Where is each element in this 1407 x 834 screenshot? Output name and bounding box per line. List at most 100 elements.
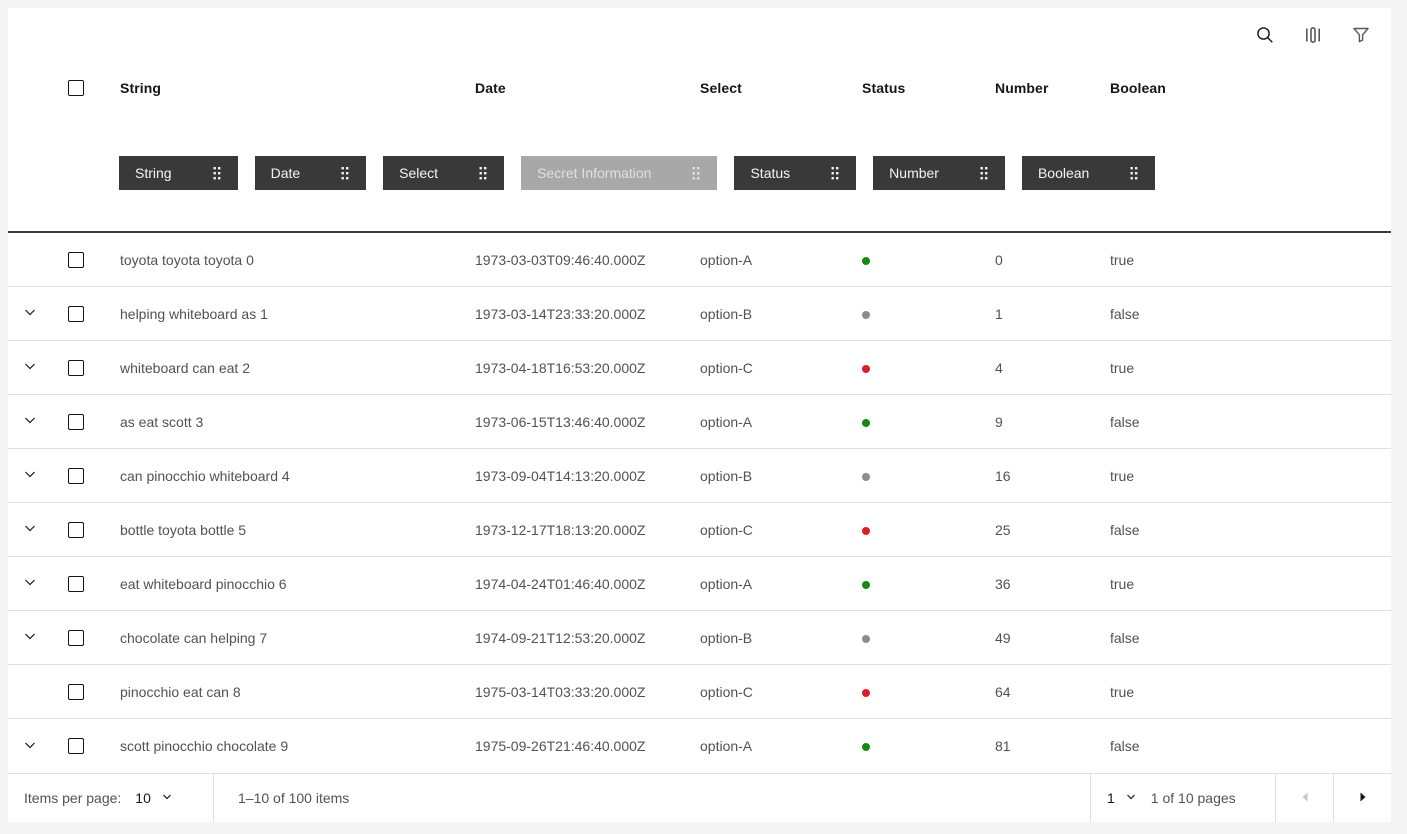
expand-row-button[interactable] — [14, 406, 46, 438]
string-cell: chocolate can helping 7 — [120, 629, 268, 646]
caret-right-icon — [1356, 790, 1370, 807]
previous-page-button[interactable] — [1275, 774, 1333, 822]
page-number-value: 1 — [1107, 790, 1115, 806]
select-cell: option-A — [700, 413, 753, 430]
column-header-string: String — [120, 80, 162, 96]
row-checkbox[interactable] — [68, 467, 84, 484]
column-chip-string[interactable]: String — [119, 156, 238, 190]
column-chip-select[interactable]: Select — [383, 156, 505, 190]
chevron-down-icon — [22, 412, 38, 431]
row-checkbox[interactable] — [68, 629, 84, 646]
status-cell — [846, 360, 979, 376]
next-page-button[interactable] — [1333, 774, 1391, 822]
expand-row-button[interactable] — [14, 730, 46, 762]
number-cell: 4 — [995, 359, 1003, 376]
chip-label: Select — [399, 165, 439, 181]
items-per-page-select[interactable]: 10 — [135, 790, 173, 806]
chevron-down-icon — [22, 466, 38, 485]
expand-cell — [8, 514, 52, 546]
item-range-text: 1–10 of 100 items — [238, 790, 350, 806]
row-checkbox[interactable] — [68, 575, 84, 592]
status-dot-red — [862, 526, 870, 535]
status-dot-green — [862, 580, 870, 589]
expand-row-button[interactable] — [14, 352, 46, 384]
string-cell: can pinocchio whiteboard 4 — [120, 467, 290, 484]
select-cell: option-A — [700, 738, 753, 754]
row-checkbox[interactable] — [68, 738, 84, 754]
drag-handle-icon[interactable] — [979, 166, 989, 181]
row-checkbox[interactable] — [68, 251, 84, 268]
customize-columns-icon — [1303, 25, 1323, 48]
expand-cell — [8, 730, 52, 762]
date-cell: 1973-06-15T13:46:40.000Z — [475, 413, 646, 430]
expand-row-button[interactable] — [14, 298, 46, 330]
select-all-checkbox[interactable] — [68, 80, 84, 96]
number-cell: 49 — [995, 629, 1011, 646]
drag-handle-icon[interactable] — [212, 166, 222, 181]
caret-left-icon — [1298, 790, 1312, 807]
search-icon — [1255, 25, 1275, 48]
drag-handle-icon[interactable] — [1129, 166, 1139, 181]
boolean-cell: true — [1110, 683, 1135, 700]
table-row: eat whiteboard pinocchio 6 1974-04-24T01:… — [8, 557, 1391, 611]
expand-cell — [8, 352, 52, 384]
number-cell: 64 — [995, 683, 1011, 700]
string-cell: scott pinocchio chocolate 9 — [120, 738, 289, 754]
drag-handle-icon[interactable] — [340, 166, 350, 181]
chevron-down-icon — [22, 304, 38, 323]
status-cell — [846, 414, 979, 430]
expand-row-button[interactable] — [14, 568, 46, 600]
row-checkbox[interactable] — [68, 683, 84, 700]
row-checkbox[interactable] — [68, 413, 84, 430]
drag-handle-icon[interactable] — [478, 166, 488, 181]
select-cell: option-B — [700, 305, 753, 322]
row-checkbox[interactable] — [68, 305, 84, 322]
search-button[interactable] — [1241, 12, 1289, 60]
expand-cell — [8, 460, 52, 492]
expand-row-button[interactable] — [14, 514, 46, 546]
select-all-cell — [52, 80, 104, 96]
row-select-cell — [52, 251, 104, 268]
date-cell: 1973-12-17T18:13:20.000Z — [475, 521, 646, 538]
drag-handle-icon — [691, 166, 701, 181]
boolean-cell: false — [1110, 629, 1140, 646]
expand-row-button[interactable] — [14, 622, 46, 654]
page-count-text: 1 of 10 pages — [1150, 790, 1236, 806]
status-dot-gray — [862, 472, 870, 481]
column-chip-secret-information: Secret Information — [521, 156, 718, 190]
chip-label: Boolean — [1037, 165, 1090, 181]
column-chips-row: String Date Select Secret Information Status… — [8, 156, 1391, 190]
date-cell: 1974-09-21T12:53:20.000Z — [475, 629, 646, 646]
row-select-cell — [52, 413, 104, 430]
column-header-status: Status — [862, 80, 906, 96]
items-per-page-label: Items per page: — [24, 790, 122, 806]
boolean-cell: true — [1110, 359, 1135, 376]
customize-columns-button[interactable] — [1289, 12, 1337, 60]
column-chip-date[interactable]: Date — [254, 156, 367, 190]
table-toolbar — [8, 8, 1391, 64]
chip-label: Date — [270, 165, 301, 181]
page-number-select[interactable]: 1 — [1107, 790, 1137, 806]
row-select-cell — [52, 683, 104, 700]
column-header-boolean: Boolean — [1110, 80, 1166, 96]
filter-button[interactable] — [1337, 12, 1385, 60]
boolean-cell: true — [1110, 251, 1135, 268]
column-chip-status[interactable]: Status — [734, 156, 857, 190]
drag-handle-icon[interactable] — [830, 166, 840, 181]
row-checkbox[interactable] — [68, 521, 84, 538]
row-select-cell — [52, 738, 104, 754]
column-chip-number[interactable]: Number — [873, 156, 1005, 190]
status-dot-green — [862, 418, 870, 427]
chevron-down-icon — [22, 737, 38, 756]
expand-row-button[interactable] — [14, 460, 46, 492]
chevron-down-icon — [22, 358, 38, 377]
pagination-bar: Items per page: 10 1–10 of 100 items 1 1… — [8, 773, 1391, 822]
row-checkbox[interactable] — [68, 359, 84, 376]
row-select-cell — [52, 359, 104, 376]
column-chip-boolean[interactable]: Boolean — [1021, 156, 1156, 190]
date-cell: 1974-04-24T01:46:40.000Z — [475, 575, 646, 592]
date-cell: 1975-09-26T21:46:40.000Z — [475, 738, 646, 754]
number-cell: 81 — [995, 738, 1011, 754]
items-per-page-value: 10 — [135, 790, 151, 806]
boolean-cell: false — [1110, 521, 1140, 538]
